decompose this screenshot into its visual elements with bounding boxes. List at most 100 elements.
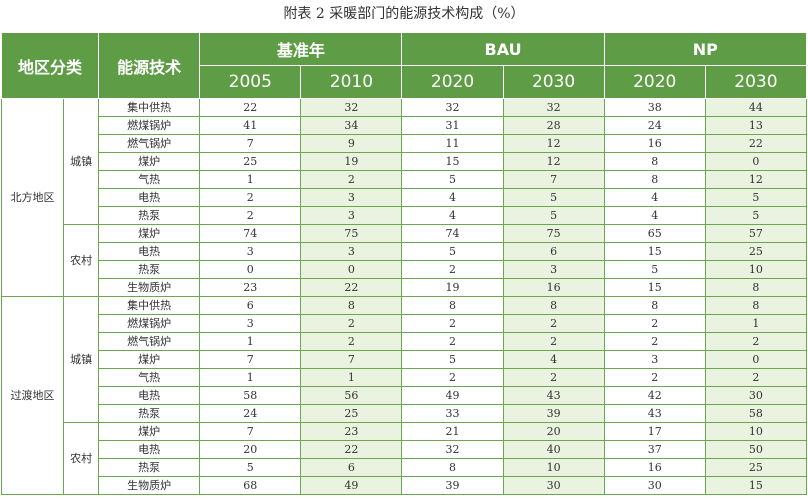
value-cell: 3 [199, 242, 302, 261]
value-cell: 22 [300, 278, 403, 297]
header-cell: 地区分类 [0, 32, 100, 99]
value-cell: 6 [300, 458, 403, 477]
value-cell: 4 [603, 206, 706, 225]
group-header: 基准年 [199, 32, 403, 66]
value-cell: 43 [502, 386, 605, 405]
value-cell: 5 [199, 458, 302, 477]
value-cell: 2 [401, 260, 504, 279]
value-cell: 7 [502, 170, 605, 189]
header-row: 地区分类 能源技术 基准年 BAU NP [0, 32, 808, 99]
value-cell: 2 [199, 206, 302, 225]
value-cell: 38 [603, 98, 706, 117]
value-cell: 5 [401, 350, 504, 369]
value-cell: 2 [603, 314, 706, 333]
value-cell: 3 [300, 206, 403, 225]
value-cell: 25 [300, 404, 403, 423]
tech-label: 电热 [98, 242, 201, 261]
data-row: 农村 煤炉 74 75 74 75 65 57 [2, 224, 808, 297]
value-cell: 17 [603, 422, 706, 441]
value-cell: 8 [704, 278, 808, 297]
value-cell: 10 [502, 458, 605, 477]
data-row: 电热 3 3 5 6 15 25 [2, 242, 808, 261]
value-cell: 1 [300, 368, 403, 387]
value-cell: 57 [704, 224, 808, 243]
value-cell: 20 [199, 440, 302, 459]
value-cell: 8 [603, 170, 706, 189]
value-cell: 1 [199, 368, 302, 387]
value-cell: 3 [199, 314, 302, 333]
value-cell: 7 [300, 350, 403, 369]
value-cell: 16 [502, 278, 605, 297]
value-cell: 5 [502, 188, 605, 207]
value-cell: 0 [199, 260, 302, 279]
tech-label: 生物质炉 [98, 476, 201, 495]
value-cell: 1 [199, 170, 302, 189]
value-cell: 74 [401, 224, 504, 243]
value-cell: 15 [603, 242, 706, 261]
data-row: 燃煤锅炉 41 34 31 28 24 13 [2, 116, 808, 135]
value-cell: 49 [300, 476, 403, 495]
value-cell: 75 [300, 224, 403, 243]
value-cell: 41 [199, 116, 302, 135]
year-header: 2030 [502, 65, 605, 99]
data-row: 电热 58 56 49 43 42 30 [2, 386, 808, 405]
data-row: 过渡地区 城镇 集中供热 6 8 8 8 8 8 [0, 296, 808, 495]
data-row: 热泵 2 3 4 5 4 5 [2, 206, 808, 225]
table-title: 附表 2 采暖部门的能源技术构成（%） [283, 6, 525, 22]
tech-label: 热泵 [98, 404, 201, 423]
value-cell: 6 [199, 296, 302, 315]
tech-label: 气热 [98, 170, 201, 189]
value-cell: 11 [401, 134, 504, 153]
tech-label: 电热 [98, 386, 201, 405]
value-cell: 8 [401, 296, 504, 315]
value-cell: 74 [199, 224, 302, 243]
value-cell: 65 [603, 224, 706, 243]
value-cell: 31 [401, 116, 504, 135]
value-cell: 75 [502, 224, 605, 243]
value-cell: 12 [704, 170, 808, 189]
value-cell: 3 [502, 260, 605, 279]
value-cell: 1 [704, 314, 808, 333]
year-header: 2030 [704, 65, 808, 99]
value-cell: 1 [199, 332, 302, 351]
value-cell: 7 [199, 422, 302, 441]
region-label: 北方地区 [0, 98, 65, 297]
tech-label: 燃气锅炉 [98, 332, 201, 351]
tech-label: 热泵 [98, 458, 201, 477]
value-cell: 2 [401, 368, 504, 387]
tech-label: 生物质炉 [98, 278, 201, 297]
value-cell: 23 [300, 422, 403, 441]
value-cell: 0 [704, 350, 808, 369]
data-row: 煤炉 7 7 5 4 3 0 [2, 350, 808, 369]
value-cell: 33 [401, 404, 504, 423]
area-label: 农村 [63, 422, 100, 495]
tech-label: 集中供热 [98, 296, 201, 315]
year-header: 2020 [401, 65, 504, 99]
region-label: 过渡地区 [0, 296, 65, 495]
value-cell: 2 [300, 332, 403, 351]
value-cell: 44 [704, 98, 808, 117]
value-cell: 2 [401, 332, 504, 351]
value-cell: 39 [502, 404, 605, 423]
value-cell: 32 [401, 98, 504, 117]
data-row: 煤炉 25 19 15 12 8 0 [2, 152, 808, 171]
value-cell: 2 [401, 314, 504, 333]
value-cell: 4 [603, 188, 706, 207]
value-cell: 10 [704, 260, 808, 279]
value-cell: 22 [704, 134, 808, 153]
value-cell: 56 [300, 386, 403, 405]
value-cell: 22 [300, 440, 403, 459]
data-row: 热泵 24 25 33 39 43 58 [2, 404, 808, 423]
data-row: 燃气锅炉 7 9 11 12 16 22 [2, 134, 808, 153]
value-cell: 8 [502, 296, 605, 315]
value-cell: 7 [199, 134, 302, 153]
value-cell: 28 [502, 116, 605, 135]
tech-label: 电热 [98, 440, 201, 459]
data-row: 电热 20 22 32 40 37 50 [2, 440, 808, 459]
value-cell: 16 [603, 134, 706, 153]
value-cell: 7 [199, 350, 302, 369]
data-row: 气热 1 1 2 2 2 2 [2, 368, 808, 387]
header-row: 2005 2010 2020 2030 2020 2030 [2, 65, 808, 99]
value-cell: 37 [603, 440, 706, 459]
